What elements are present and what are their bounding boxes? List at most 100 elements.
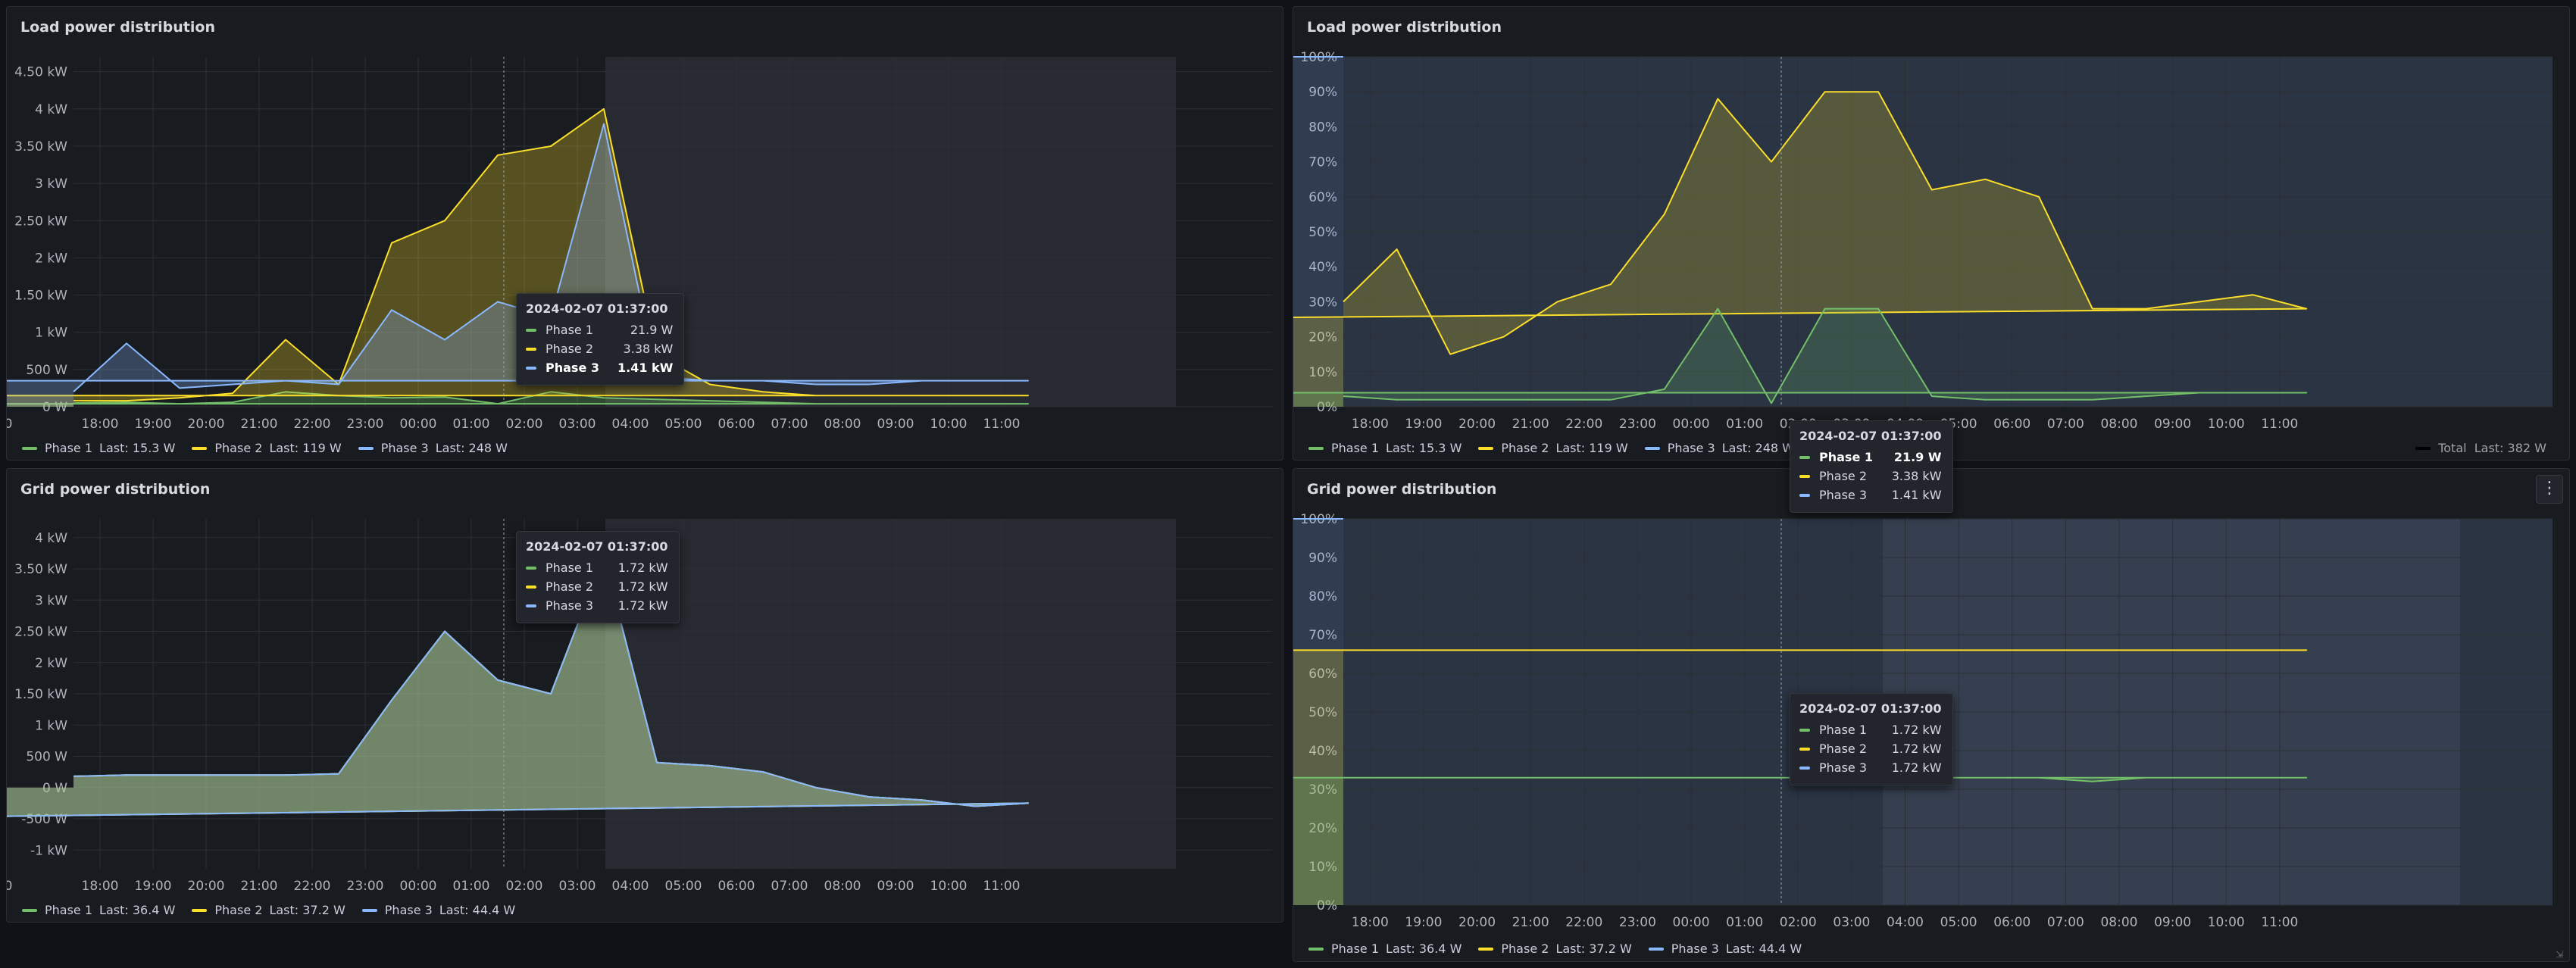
y-tick-label: 60%: [1308, 667, 1337, 682]
panel-title: Grid power distribution: [1307, 481, 1497, 498]
tooltip-row: Phase 2 1.72 kW: [526, 577, 668, 596]
legend-item-phase-1[interactable]: Phase 1 Last: 15.3 W: [1308, 441, 1462, 455]
panel-load-power-right: Load power distribution 0% 10% 20% 30% 40% 50…: [1293, 6, 2570, 461]
x-tick-label: 18:00: [82, 417, 119, 432]
time-range-highlight: [605, 57, 1176, 407]
series-area: [1293, 308, 2307, 407]
tooltip-row: Phase 2 3.38 kW: [526, 339, 673, 358]
series-line: [1293, 91, 2308, 355]
tooltip: 2024-02-07 01:37:00 Phase 1 21.9 W Phase …: [1790, 420, 1953, 513]
y-tick-label: 1 kW: [35, 326, 67, 341]
tooltip-time: 2024-02-07 01:37:00: [1799, 701, 1942, 716]
y-tick-label: 3 kW: [35, 176, 67, 192]
y-tick-label: 500 W: [26, 363, 67, 378]
x-tick-label: 16:00: [7, 417, 13, 432]
y-tick-label: 60%: [1308, 190, 1337, 205]
x-tick-label: 23:00: [1619, 417, 1656, 432]
chart-load-power-right[interactable]: 0%10%20%30%40%50%60%70%80%90%100%18:00 19…: [1293, 7, 2571, 461]
x-tick-label: 09:00: [877, 417, 914, 432]
x-tick-label: 01:00: [1726, 417, 1763, 432]
legend-item-phase-3[interactable]: Phase 3 Last: 44.4 W: [1648, 941, 1802, 956]
y-tick-label: 10%: [1308, 860, 1337, 875]
x-tick-label: 05:00: [665, 417, 702, 432]
tooltip-row: Phase 2 3.38 kW: [1799, 467, 1942, 486]
y-tick-label: 500 W: [26, 750, 67, 765]
legend-item-phase-2[interactable]: Phase 2 Last: 37.2 W: [192, 903, 345, 917]
legend-item-phase-2[interactable]: Phase 2 Last: 119 W: [192, 441, 342, 455]
legend-item-total[interactable]: Total Last: 382 W: [2415, 441, 2546, 455]
x-tick-label: 18:00: [1352, 417, 1389, 432]
y-tick-label: 20%: [1308, 330, 1337, 345]
x-tick-label: 03:00: [559, 879, 596, 894]
x-tick-label: 08:00: [824, 879, 861, 894]
x-tick-label: 06:00: [718, 879, 755, 894]
x-tick-label: 05:00: [665, 879, 702, 894]
y-tick-label: 80%: [1308, 589, 1337, 604]
x-tick-label: 00:00: [400, 417, 437, 432]
legend-item-phase-2[interactable]: Phase 2 Last: 119 W: [1478, 441, 1628, 455]
y-tick-label: 80%: [1308, 120, 1337, 135]
legend-item-phase-3[interactable]: Phase 3 Last: 248 W: [358, 441, 508, 455]
x-tick-label: 06:00: [1993, 417, 2030, 432]
y-tick-label: 90%: [1308, 85, 1337, 100]
x-tick-label: 08:00: [824, 417, 861, 432]
x-tick-label: 07:00: [2047, 915, 2084, 930]
x-tick-label: 11:00: [2261, 915, 2298, 930]
tooltip-row: Phase 3 1.41 kW: [1799, 486, 1942, 504]
tooltip: 2024-02-07 01:37:00 Phase 1 1.72 kW Phase…: [1790, 693, 1953, 785]
tooltip-row: Phase 2 1.72 kW: [1799, 739, 1942, 758]
y-tick-label: 4 kW: [35, 102, 67, 117]
y-tick-label: 3.50 kW: [14, 562, 67, 577]
legend-item-phase-3[interactable]: Phase 3 Last: 248 W: [1644, 441, 1794, 455]
series-area: [7, 556, 1028, 817]
tooltip-time: 2024-02-07 01:37:00: [526, 539, 668, 554]
y-tick-label: 40%: [1308, 744, 1337, 759]
legend: Phase 1 Last: 15.3 W Phase 2 Last: 119 W P…: [1308, 441, 1811, 455]
x-tick-label: 04:00: [612, 417, 649, 432]
y-tick-label: 4 kW: [35, 531, 67, 546]
x-tick-label: 21:00: [241, 879, 278, 894]
legend-item-phase-1[interactable]: Phase 1 Last: 36.4 W: [1308, 941, 1462, 956]
x-tick-label: 10:00: [2208, 417, 2245, 432]
y-tick-label: 2.50 kW: [14, 625, 67, 640]
y-tick-label: 2 kW: [35, 656, 67, 671]
x-tick-label: 23:00: [347, 879, 384, 894]
legend: Phase 1 Last: 36.4 W Phase 2 Last: 37.2 W …: [1308, 941, 1818, 956]
x-tick-label: 04:00: [612, 879, 649, 894]
x-tick-label: 07:00: [771, 417, 808, 432]
x-tick-label: 03:00: [1833, 915, 1870, 930]
series-area: [1293, 57, 1343, 407]
series-line: [1293, 308, 2308, 404]
tooltip: 2024-02-07 01:37:00 Phase 1 21.9 W Phase …: [516, 293, 685, 386]
x-tick-label: 10:00: [930, 879, 968, 894]
series-line: [1293, 776, 2308, 782]
panel-menu-button[interactable]: ⋮: [2536, 475, 2563, 504]
legend-item-phase-1[interactable]: Phase 1 Last: 15.3 W: [22, 441, 175, 455]
x-tick-label: 18:00: [1352, 915, 1389, 930]
x-tick-label: 05:00: [1940, 915, 1977, 930]
resize-handle-icon[interactable]: ⇲: [2556, 949, 2564, 960]
x-tick-label: 11:00: [983, 879, 1021, 894]
x-tick-label: 16:00: [7, 879, 13, 894]
legend-item-phase-1[interactable]: Phase 1 Last: 36.4 W: [22, 903, 175, 917]
series-line: [1293, 649, 2308, 651]
x-tick-label: 00:00: [400, 879, 437, 894]
x-tick-label: 21:00: [1512, 417, 1549, 432]
y-tick-label: 20%: [1308, 821, 1337, 836]
legend-item-phase-3[interactable]: Phase 3 Last: 44.4 W: [361, 903, 515, 917]
panel-title: Load power distribution: [20, 19, 215, 36]
legend: Phase 1 Last: 15.3 W Phase 2 Last: 119 W P…: [22, 441, 524, 455]
y-tick-label: 0%: [1317, 400, 1337, 415]
series-area: [7, 556, 1028, 817]
y-tick-label: 3 kW: [35, 593, 67, 608]
y-tick-label: 2 kW: [35, 251, 67, 266]
legend: Phase 1 Last: 36.4 W Phase 2 Last: 37.2 W …: [22, 903, 532, 917]
legend-item-phase-2[interactable]: Phase 2 Last: 37.2 W: [1478, 941, 1632, 956]
y-tick-label: 50%: [1308, 705, 1337, 720]
x-tick-label: 08:00: [2100, 417, 2137, 432]
tooltip-row: Phase 3 1.72 kW: [526, 596, 668, 615]
